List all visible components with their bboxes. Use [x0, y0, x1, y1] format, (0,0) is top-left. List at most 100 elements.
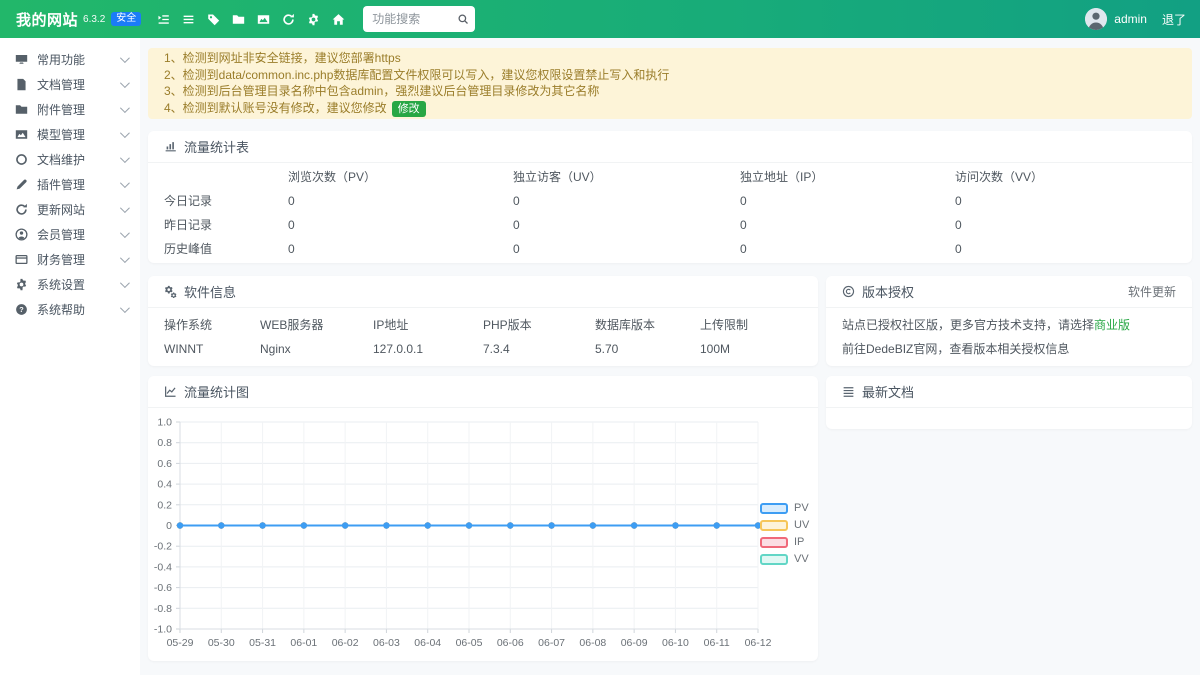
safe-badge[interactable]: 安全: [111, 12, 142, 26]
nav-outdent-icon[interactable]: [151, 6, 176, 32]
sidebar-item-label: 模型管理: [37, 128, 86, 142]
folder-icon: [232, 13, 245, 26]
software-info-labels: 操作系统 WEB服务器 IP地址 PHP版本 数据库版本 上传限制: [164, 318, 749, 332]
header-user-area: admin 退了: [1085, 8, 1186, 30]
nav-chart-image-icon[interactable]: [251, 6, 276, 32]
search-box[interactable]: [363, 6, 476, 32]
search-input[interactable]: [372, 12, 453, 26]
legend-item-vv[interactable]: VV: [760, 553, 809, 566]
main-content: 1、检测到网址非安全链接，建议您部署https 2、检测到data/common.…: [140, 38, 1200, 675]
chevron-down-icon: [119, 103, 130, 114]
notice-item-1: 1、检测到网址非安全链接，建议您部署https: [164, 51, 401, 65]
chart-image-icon: [15, 128, 28, 141]
legend-label: PV: [794, 502, 809, 514]
nav-folder-icon[interactable]: [226, 6, 251, 32]
nav-refresh-icon[interactable]: [276, 6, 301, 32]
outdent-icon: [157, 13, 170, 26]
traffic-chart-panel: 流量统计图 1.0 0.8 0.6 0.4 0.2 0 -0.2 -0.4 -0.6 -0.8 -1…: [148, 375, 818, 661]
username[interactable]: admin: [1114, 12, 1147, 26]
traffic-table-row: 昨日记录 0 0 0 0: [164, 217, 962, 233]
panel-title: 版本授权: [862, 284, 915, 300]
traffic-table-panel: 流量统计表 浏览次数（PV） 独立访客（UV） 独立地址（IP） 访问次数（VV） 今日…: [148, 130, 1192, 263]
panel-title: 流量统计图: [184, 384, 250, 400]
sidebar-item-document-maintain[interactable]: 文档维护: [0, 147, 140, 172]
svg-text:06-10: 06-10: [662, 637, 689, 649]
chevron-down-icon: [119, 203, 130, 214]
latest-docs-empty: [826, 408, 1192, 428]
sidebar: 常用功能文档管理附件管理模型管理文档维护插件管理更新网站会员管理财务管理 系统设置…: [0, 38, 140, 675]
gear-icon: [307, 13, 320, 26]
sidebar-item-label: 更新网站: [37, 203, 86, 217]
panel-title: 软件信息: [184, 284, 237, 300]
chevron-down-icon: [119, 228, 130, 239]
panel-title: 流量统计表: [184, 139, 250, 155]
gears-icon: [164, 285, 177, 298]
svg-text:1.0: 1.0: [157, 416, 172, 428]
avatar[interactable]: [1085, 8, 1108, 30]
pen-icon: [15, 178, 28, 191]
svg-text:0.6: 0.6: [157, 457, 172, 469]
legend-item-pv[interactable]: PV: [760, 502, 809, 515]
svg-text:06-05: 06-05: [456, 637, 483, 649]
sidebar-item-common-functions[interactable]: 常用功能: [0, 47, 140, 72]
chevron-down-icon: [119, 178, 130, 189]
software-update-link[interactable]: 软件更新: [1127, 284, 1176, 299]
search-icon[interactable]: [457, 13, 469, 25]
sidebar-item-update-site[interactable]: 更新网站: [0, 197, 140, 222]
sidebar-item-system-settings[interactable]: 系统设置: [0, 272, 140, 297]
legend-item-uv[interactable]: UV: [760, 519, 809, 532]
svg-text:06-07: 06-07: [538, 637, 565, 649]
chart-image-icon: [257, 13, 270, 26]
chevron-down-icon: [119, 253, 130, 264]
refresh-icon: [282, 13, 295, 26]
sidebar-item-label: 文档管理: [37, 78, 86, 92]
logout-link[interactable]: 退了: [1161, 12, 1186, 27]
notice-item-3: 3、检测到后台管理目录名称中包含admin，强烈建议后台管理目录修改为其它名称: [164, 84, 600, 98]
nav-gear-icon[interactable]: [301, 6, 326, 32]
sidebar-item-finance-manage[interactable]: 财务管理: [0, 247, 140, 272]
refresh-icon: [15, 203, 28, 216]
chart-legend: PV UV IP VV: [760, 502, 809, 566]
legend-item-ip[interactable]: IP: [760, 536, 809, 549]
sidebar-item-document-manage[interactable]: 文档管理: [0, 72, 140, 97]
svg-text:06-03: 06-03: [373, 637, 400, 649]
sidebar-item-attachment-manage[interactable]: 附件管理: [0, 97, 140, 122]
menu-icon: [182, 13, 195, 26]
sidebar-item-label: 会员管理: [37, 228, 86, 242]
business-edition-link[interactable]: 商业版: [1094, 317, 1131, 332]
gear-icon: [15, 278, 28, 291]
legend-swatch: [760, 519, 788, 531]
notice-item-4: 4、检测到默认账号没有修改，建议您修改 修改: [164, 100, 1176, 117]
sidebar-item-label: 常用功能: [37, 53, 86, 67]
svg-text:06-02: 06-02: [332, 637, 359, 649]
software-info-values: WINNT Nginx 127.0.0.1 7.3.4 5.70 100M: [164, 341, 731, 356]
version-label: 6.3.2: [83, 13, 106, 25]
sidebar-item-label: 文档维护: [37, 153, 86, 167]
user-icon: [15, 228, 28, 241]
svg-text:0: 0: [166, 520, 172, 532]
traffic-table-row: 今日记录 0 0 0 0: [164, 193, 962, 209]
list-icon: [842, 385, 855, 398]
sidebar-item-label: 系统帮助: [37, 303, 86, 317]
svg-text:06-01: 06-01: [290, 637, 317, 649]
svg-text:-0.4: -0.4: [154, 561, 172, 573]
software-info-table: 操作系统 WEB服务器 IP地址 PHP版本 数据库版本 上传限制 WINNT Nginx 12…: [148, 308, 818, 361]
nav-home-icon[interactable]: [326, 6, 351, 32]
svg-text:0.8: 0.8: [157, 437, 172, 449]
svg-text:-0.6: -0.6: [154, 582, 172, 594]
site-logo[interactable]: 我的网站: [16, 11, 79, 29]
notice-item-2: 2、检测到data/common.inc.php数据库配置文件权限可以写入，建议…: [164, 67, 670, 82]
sidebar-item-model-manage[interactable]: 模型管理: [0, 122, 140, 147]
legend-label: IP: [794, 536, 805, 548]
chevron-down-icon: [119, 78, 130, 89]
fix-button[interactable]: 修改: [391, 100, 426, 117]
sidebar-item-system-help[interactable]: ? 系统帮助: [0, 297, 140, 322]
sidebar-item-plugin-manage[interactable]: 插件管理: [0, 172, 140, 197]
sidebar-item-member-manage[interactable]: 会员管理: [0, 222, 140, 247]
svg-text:06-04: 06-04: [414, 637, 441, 649]
traffic-chart-svg: 1.0 0.8 0.6 0.4 0.2 0 -0.2 -0.4 -0.6 -0.8 -1.0 05-2…: [154, 416, 772, 649]
nav-tag-icon[interactable]: [201, 6, 226, 32]
chevron-down-icon: [119, 278, 130, 289]
svg-text:06-08: 06-08: [579, 637, 606, 649]
nav-menu-icon[interactable]: [176, 6, 201, 32]
